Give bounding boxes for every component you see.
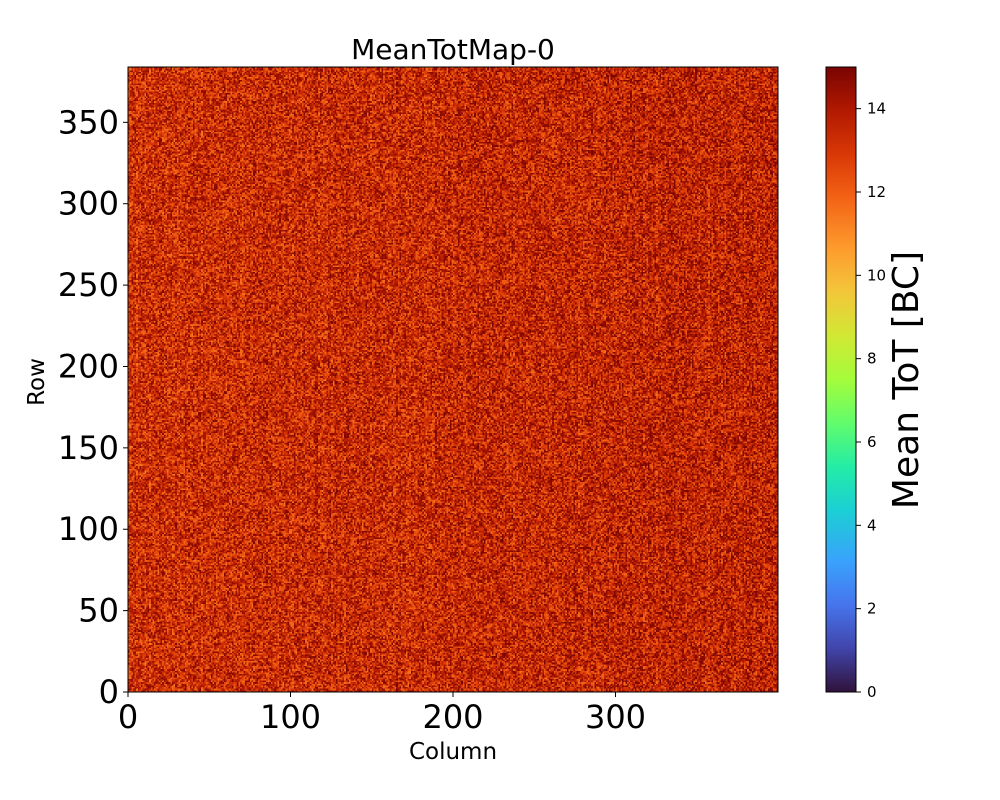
colorbar-tick-label: 0 [867, 683, 877, 701]
colorbar-tick-label: 4 [867, 516, 877, 534]
colorbar-tick-label: 8 [867, 350, 877, 368]
y-tick-label: 0 [99, 673, 119, 711]
colorbar-label: Mean ToT [BC] [886, 251, 927, 509]
x-axis-ticks: 0 100 200 300 [118, 692, 646, 736]
x-tick-label: 200 [422, 698, 483, 736]
colorbar: 0 2 4 6 8 10 12 14 Mean ToT [BC] [825, 66, 927, 701]
colorbar-ticks: 0 2 4 6 8 10 12 14 [856, 100, 886, 701]
y-axis-label: Row [24, 358, 50, 406]
colorbar-tick-label: 12 [867, 183, 886, 201]
chart-title: MeanTotMap-0 [351, 33, 555, 66]
y-tick-label: 300 [58, 185, 119, 223]
y-tick-label: 200 [58, 347, 119, 385]
x-tick-label: 0 [118, 698, 138, 736]
y-tick-label: 350 [58, 103, 119, 141]
colorbar-tick-label: 14 [867, 100, 886, 118]
plot-area [127, 66, 779, 693]
y-tick-label: 50 [78, 592, 119, 630]
y-tick-label: 250 [58, 266, 119, 304]
y-tick-label: 100 [58, 510, 119, 548]
colorbar-gradient [825, 66, 857, 693]
y-axis-ticks: 0 50 100 150 200 250 300 350 [58, 103, 128, 711]
x-tick-label: 100 [260, 698, 321, 736]
colorbar-tick-label: 2 [867, 600, 877, 618]
x-tick-label: 300 [585, 698, 646, 736]
heatmap-cells [128, 67, 778, 692]
colorbar-tick-label: 6 [867, 433, 877, 451]
y-tick-label: 150 [58, 429, 119, 467]
x-axis-label: Column [409, 739, 497, 765]
colorbar-tick-label: 10 [867, 266, 886, 284]
